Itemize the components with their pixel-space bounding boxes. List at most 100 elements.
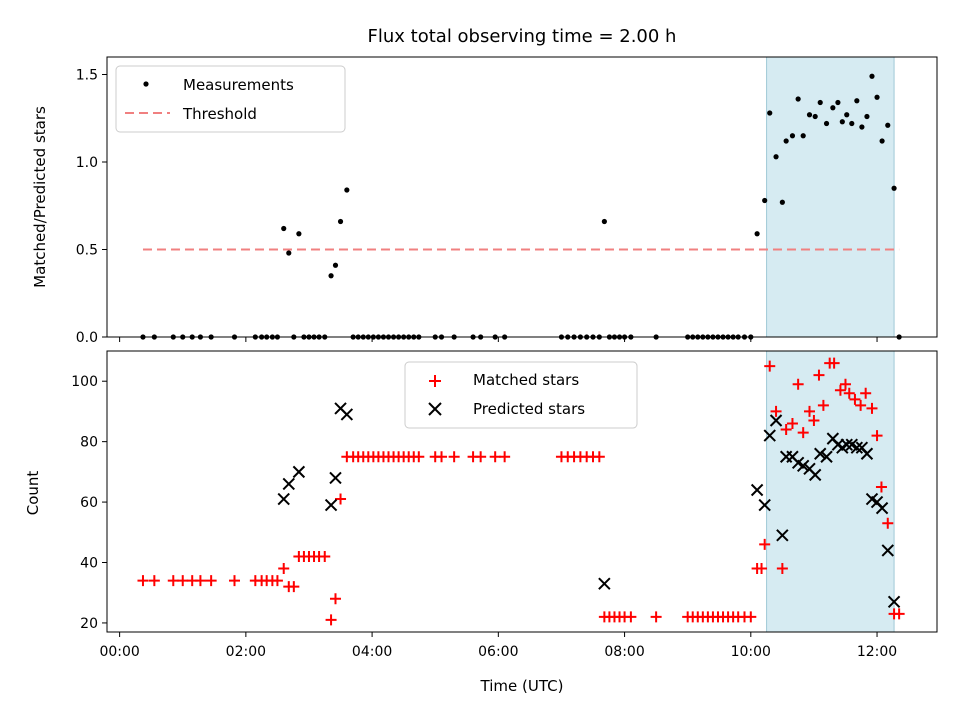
- predicted-star-marker: [329, 471, 342, 485]
- matched-star-marker: [834, 384, 846, 396]
- predicted-star-marker: [282, 477, 295, 491]
- bottom-shaded-interval: [766, 350, 895, 633]
- bottom-axes-frame: [106, 350, 938, 633]
- matched-star-marker: [278, 563, 290, 575]
- bottom-panel: 20 40 60 80 100 00:00 02:00 04:00 06:00 08:00 10:…: [24, 350, 938, 695]
- matched-star-marker: [792, 378, 804, 390]
- matched-star-marker: [489, 451, 501, 463]
- bottom-y-tick-label: 20: [80, 616, 98, 632]
- bottom-x-tick-label: 06:00: [478, 644, 518, 660]
- measurement-point: [328, 273, 334, 279]
- matched-star-marker: [770, 405, 782, 417]
- measurement-point: [800, 133, 806, 139]
- bottom-x-ticks: 00:00 02:00 04:00 06:00 08:00 10:00 12:00: [99, 632, 897, 660]
- predicted-star-marker: [887, 595, 901, 608]
- predicted-star-marker: [850, 441, 864, 454]
- measurement-point: [601, 218, 607, 225]
- measurement-point: [789, 133, 796, 139]
- predicted-star-marker: [277, 492, 290, 506]
- predicted-star-marker: [598, 577, 611, 590]
- predicted-star-marker: [758, 498, 771, 512]
- matched-star-marker: [828, 357, 840, 369]
- bottom-y-ticks: 20 40 60 80 100: [71, 374, 107, 632]
- matched-star-marker: [759, 538, 771, 550]
- bottom-x-tick-label: 08:00: [604, 644, 644, 660]
- matched-star-marker: [780, 424, 792, 436]
- matched-star-marker: [288, 581, 300, 593]
- top-shaded-interval: [766, 56, 895, 338]
- legend-label-matched: Matched stars: [473, 371, 579, 389]
- matched-star-marker: [797, 427, 809, 439]
- matched-star-marker: [804, 405, 816, 417]
- bottom-y-tick-label: 60: [80, 495, 98, 511]
- matched-star-marker: [849, 393, 861, 405]
- legend-label-predicted: Predicted stars: [473, 400, 585, 418]
- bottom-y-tick-label: 80: [80, 435, 98, 451]
- bottom-x-tick-label: 00:00: [99, 644, 139, 660]
- predicted-star-marker: [324, 498, 338, 512]
- measurement-point: [754, 231, 760, 237]
- chart-title: Flux total observing time = 2.00 h: [368, 26, 677, 47]
- measurement-point: [767, 110, 773, 116]
- legend-label-measurements: Measurements: [183, 76, 294, 94]
- predicted-star-marker: [769, 414, 783, 427]
- matched-star-marker: [205, 575, 217, 587]
- matched-star-marker: [329, 593, 341, 605]
- matched-star-marker: [843, 387, 855, 399]
- matched-star-marker: [860, 387, 872, 399]
- measurement-point: [337, 218, 344, 225]
- top-y-tick-label: 1.0: [76, 155, 98, 171]
- measurement-point: [795, 96, 801, 102]
- matched-star-marker: [875, 481, 887, 493]
- measurement-point: [823, 120, 830, 127]
- top-panel: 0.0 0.5 1.0 1.5 Flux total observing time =…: [31, 26, 938, 346]
- measurement-point: [779, 199, 785, 205]
- measurement-point: [839, 119, 845, 125]
- predicted-star-marker: [808, 468, 822, 482]
- legend-marker-matched: [429, 375, 441, 387]
- predicted-star-marker: [875, 501, 889, 515]
- bottom-y-tick-label: 40: [80, 556, 98, 572]
- predicted-star-marker: [292, 465, 306, 479]
- bottom-legend: Matched stars Predicted stars: [404, 361, 638, 429]
- legend-marker-predicted: [428, 402, 442, 416]
- matched-star-marker: [448, 451, 460, 463]
- measurement-point: [849, 120, 855, 127]
- legend-label-threshold: Threshold: [182, 105, 257, 123]
- measurement-point: [783, 138, 789, 144]
- top-y-tick-label: 0.0: [76, 330, 98, 346]
- measurement-point: [864, 113, 870, 120]
- matched-star-marker: [593, 451, 605, 463]
- measurement-point: [773, 154, 779, 160]
- matched-star-marker: [882, 517, 894, 529]
- measurement-point: [891, 185, 897, 191]
- matched-star-marker: [745, 611, 757, 623]
- matched-star-marker: [325, 614, 337, 626]
- predicted-star-points: [277, 402, 901, 608]
- matched-star-marker: [271, 575, 283, 587]
- matched-star-marker: [871, 430, 883, 442]
- predicted-star-marker: [796, 459, 810, 473]
- matched-star-marker: [335, 493, 347, 505]
- top-y-axis-label: Matched/Predicted stars: [31, 106, 49, 288]
- matched-star-marker: [413, 451, 425, 463]
- matched-star-marker: [319, 550, 331, 562]
- matched-star-points: [137, 357, 905, 626]
- predicted-star-marker: [776, 529, 789, 542]
- matched-star-marker: [625, 611, 637, 623]
- matched-star-marker: [650, 611, 662, 623]
- matched-star-marker: [137, 575, 149, 587]
- top-y-tick-label: 1.5: [76, 68, 98, 84]
- matched-star-marker: [786, 418, 798, 430]
- bottom-y-tick-label: 100: [71, 374, 98, 390]
- matched-star-marker: [808, 414, 820, 426]
- top-axes-frame: [106, 56, 938, 338]
- matched-star-marker: [817, 399, 829, 411]
- measurement-point: [830, 105, 836, 111]
- measurement-point: [332, 262, 339, 268]
- bottom-x-tick-label: 10:00: [731, 644, 771, 660]
- measurement-point: [281, 225, 287, 232]
- bottom-x-tick-label: 04:00: [352, 644, 392, 660]
- matched-star-marker: [839, 378, 851, 390]
